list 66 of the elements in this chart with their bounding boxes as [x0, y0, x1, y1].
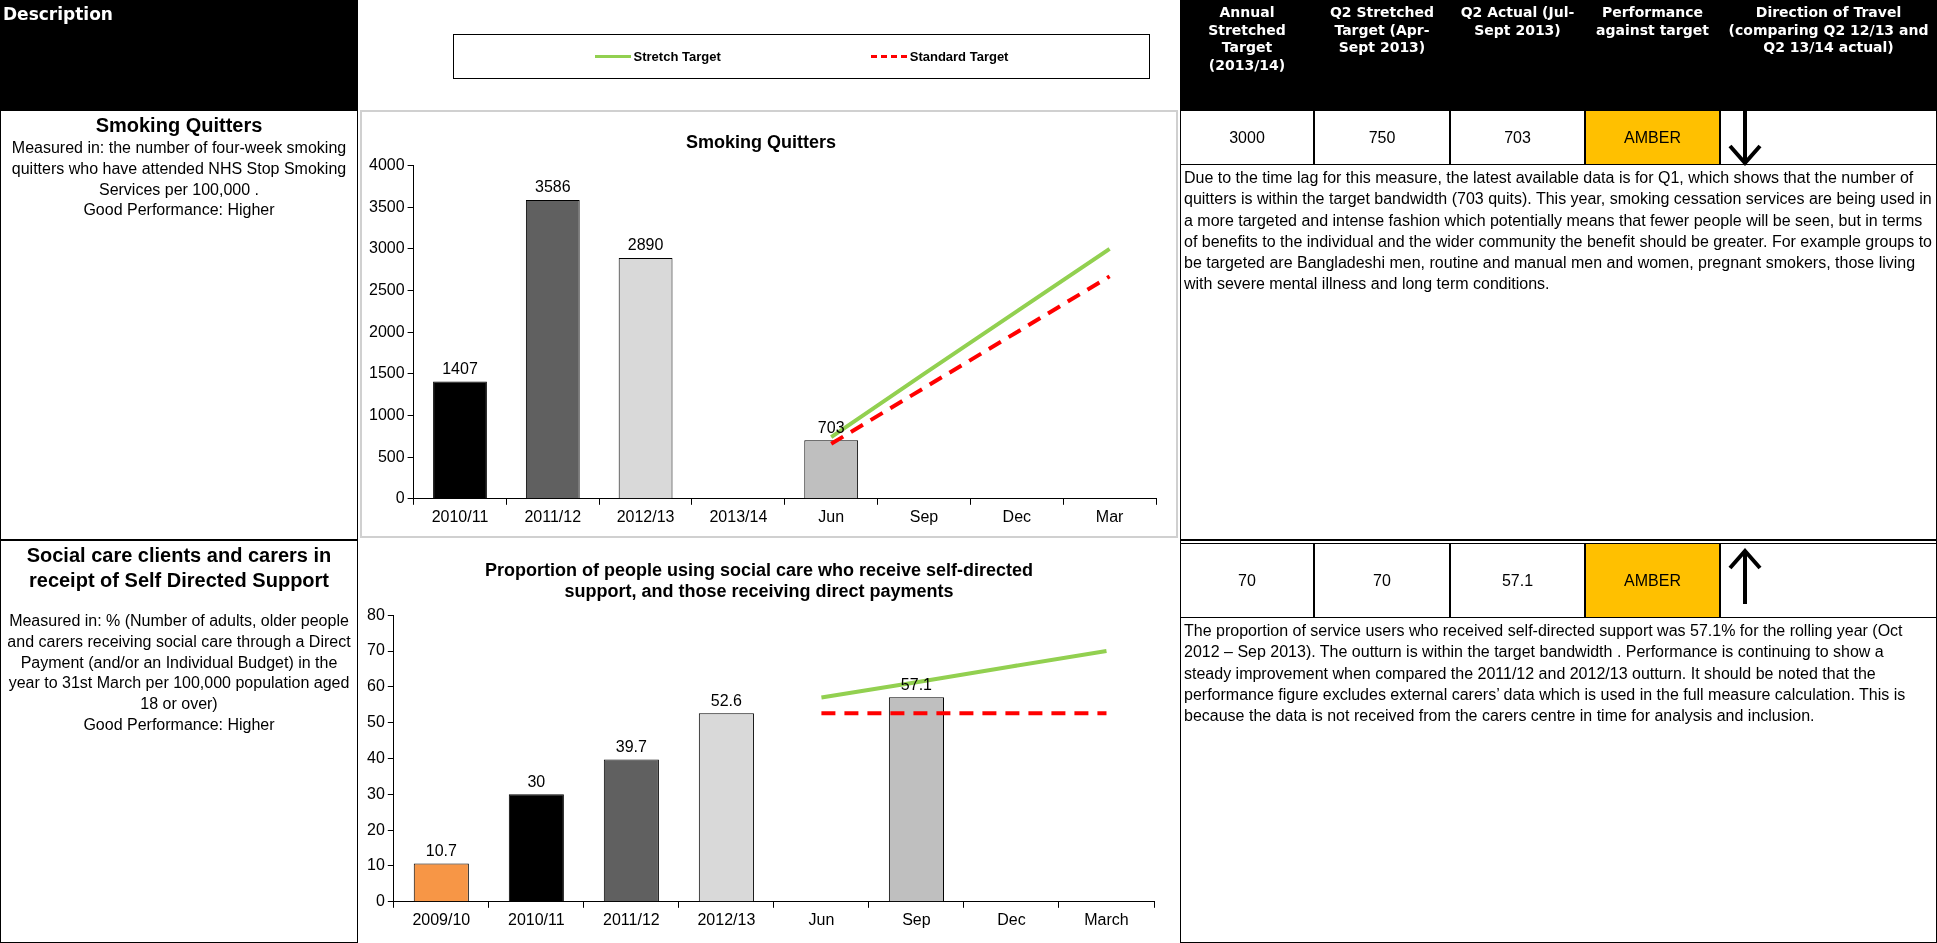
text: Due to the time lag for this measure, the latest available data is for Q1, which shows that the number of quitters is within the target bandwidth (703 quits). This year, smoking cessation services are being used in a more targeted and intense fashion which potentially means that fewer people will be seen, but in terms of benefits to the individual and the wider community the benefit should be greater. For example groups to be targeted are Bangladeshi men, routine and manual men and women, pregnant smokers, those living with severe mental illness and long term conditions.	[1183, 168, 1933, 295]
text: Direction of Travel (comparing Q2 12/13 and Q2 13/14 actual)	[1720, 0, 1937, 110]
text: Q2 Actual (Jul-Sept 2013)	[1450, 0, 1585, 110]
x-tick-label: Mar	[1095, 507, 1125, 525]
text: AMBER	[1585, 110, 1720, 165]
x-tick-label: 2011/12	[603, 910, 660, 928]
x-tick-label: Sep	[909, 507, 939, 525]
y-tick-label: 30	[367, 784, 385, 802]
text: 70	[1180, 543, 1314, 618]
y-tick-label: 2000	[369, 322, 405, 340]
data-label: 703	[817, 418, 845, 436]
text: 70	[1314, 543, 1450, 618]
y-tick-label: 80	[367, 605, 385, 623]
y-tick-label: 1000	[369, 405, 405, 423]
y-tick-label: 50	[367, 713, 385, 731]
data-label: 3586	[535, 178, 571, 196]
x-tick-label: 2011/12	[524, 507, 582, 525]
y-tick-label: 1500	[369, 364, 405, 382]
x-tick-label: 2010/11	[508, 910, 565, 928]
text: The proportion of service users who received self-directed support was 57.1% for the rolling year (Oct 2012 – Sep 2013). The outturn is within the target bandwidth . Performance is continuing to show a steady improvement when compared the 2011/12 and 2012/13 outturn. It should be noted that the performance figure excludes external carers’ data which is used in the full measure calculation. This is because the data is not received from the carers centre in time for analysis and inclusion.	[1183, 621, 1907, 727]
data-label: 30	[527, 772, 546, 790]
data-label: 10.7	[425, 841, 457, 859]
data-label: 39.7	[615, 737, 648, 755]
y-tick-label: 4000	[369, 156, 405, 174]
y-tick-label: 0	[395, 489, 405, 507]
y-tick-label: 3500	[369, 197, 405, 215]
data-label: 2890	[627, 236, 664, 254]
x-tick-label: March	[1084, 910, 1129, 928]
chart-title: Proportion of people using social care who receive self-directed support, and those receiving direct payments	[484, 559, 1034, 602]
text: Annual Stretched Target (2013/14)	[1180, 0, 1314, 110]
x-tick-label: 2013/14	[709, 507, 768, 525]
y-tick-label: 0	[375, 892, 385, 910]
x-tick-label: 2012/13	[697, 910, 756, 928]
y-tick-label: 500	[377, 447, 405, 465]
legend-label: Stretch Target	[633, 49, 721, 64]
text: Measured in: % (Number of adults, older people and carers receiving social care through a Direct Payment (and/or an Individual Budget) in the year to 31st March per 100,000 population aged 18 or over) Good Performance: Higher	[6, 611, 352, 735]
text: Performance against target	[1585, 0, 1720, 110]
x-tick-label: 2012/13	[616, 507, 675, 525]
y-tick-label: 70	[367, 641, 385, 659]
text: Measured in: the number of four-week smoking quitters who have attended NHS Stop Smoking Services per 100,000 . Good Performance: Higher	[10, 138, 348, 221]
text: 3000	[1180, 110, 1314, 165]
data-label: 1407	[442, 360, 478, 377]
x-tick-label: Jun	[808, 910, 835, 928]
chart-title: Smoking Quitters	[685, 131, 837, 152]
x-tick-label: Dec	[1002, 507, 1032, 525]
text: 750	[1314, 110, 1450, 165]
y-tick-label: 2500	[369, 280, 405, 298]
y-tick-label: 10	[367, 856, 385, 874]
y-tick-label: 3000	[369, 239, 405, 257]
data-label: 52.6	[710, 691, 743, 709]
x-tick-label: 2010/11	[431, 507, 489, 525]
x-tick-label: Dec	[997, 910, 1026, 928]
y-tick-label: 40	[367, 748, 385, 766]
text: 57.1	[1450, 543, 1585, 618]
text: Description	[0, 0, 358, 110]
x-tick-label: Sep	[902, 910, 931, 928]
y-tick-label: 60	[367, 677, 385, 695]
text: 703	[1450, 110, 1585, 165]
text: Q2 Stretched Target (Apr-Sept 2013)	[1314, 0, 1450, 110]
legend-label: Standard Target	[909, 49, 1009, 64]
text: AMBER	[1585, 543, 1720, 618]
x-tick-label: 2009/10	[412, 910, 471, 928]
x-tick-label: Jun	[818, 507, 845, 525]
y-tick-label: 20	[367, 820, 385, 838]
text: Social care clients and carers in receipt of Self Directed Support	[25, 543, 333, 593]
text: Smoking Quitters	[94, 113, 264, 138]
